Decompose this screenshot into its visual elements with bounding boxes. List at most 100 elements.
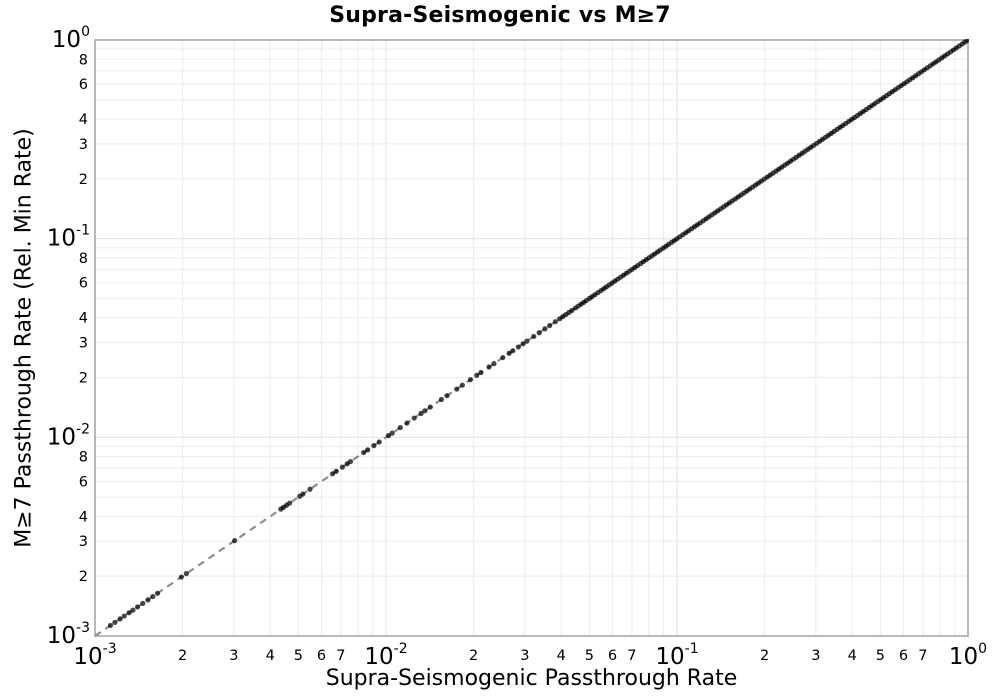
y-tick-label: 6 xyxy=(79,276,88,292)
x-tick-label: 7 xyxy=(918,648,927,664)
scatter-point xyxy=(339,464,345,470)
scatter-point xyxy=(422,408,428,414)
scatter-point xyxy=(444,393,450,399)
scatter-point xyxy=(474,372,480,378)
y-tick-label: 2 xyxy=(79,172,88,188)
x-major-tick-label: 10-1 xyxy=(655,641,698,670)
y-tick-label: 3 xyxy=(79,336,88,352)
x-tick-label: 2 xyxy=(178,648,187,664)
y-tick-label: 3 xyxy=(79,534,88,550)
y-major-tick-label: 10-1 xyxy=(47,223,90,252)
x-major-tick-label: 10-3 xyxy=(73,641,116,670)
y-tick-label: 8 xyxy=(79,251,88,267)
x-tick-label: 6 xyxy=(608,648,617,664)
scatter-point xyxy=(300,491,306,497)
y-tick-label: 8 xyxy=(79,450,88,466)
plot-border xyxy=(94,39,969,637)
y-major-tick-label: 100 xyxy=(52,24,90,53)
scatter-point xyxy=(333,468,339,474)
scatter-point xyxy=(454,386,460,392)
x-tick-label: 2 xyxy=(760,648,769,664)
scatter-point xyxy=(365,447,371,453)
scatter-point xyxy=(491,361,497,367)
x-tick-label: 3 xyxy=(520,648,529,664)
scatter-point xyxy=(515,344,521,350)
scatter-point xyxy=(112,619,118,626)
scatter-point xyxy=(178,574,184,580)
x-tick-label: 3 xyxy=(811,648,820,664)
scatter-point xyxy=(524,338,530,344)
y-tick-label: 4 xyxy=(79,112,88,128)
scatter-point xyxy=(467,377,473,383)
scatter-point xyxy=(286,500,293,506)
scatter-point xyxy=(145,597,151,603)
scatter-point xyxy=(397,424,403,431)
scatter-point xyxy=(183,571,189,577)
scatter-point xyxy=(150,593,156,600)
x-tick-label: 6 xyxy=(899,648,908,664)
scatter-point xyxy=(411,415,417,421)
x-tick-label: 5 xyxy=(876,648,885,664)
x-tick-label: 7 xyxy=(627,648,636,664)
x-tick-label: 3 xyxy=(229,648,238,664)
x-tick-label: 4 xyxy=(848,648,857,664)
y-major-tick-label: 10-2 xyxy=(47,421,90,450)
x-tick-label: 5 xyxy=(294,648,303,664)
scatter-point xyxy=(126,610,132,616)
y-tick-label: 3 xyxy=(79,137,88,153)
scatter-point xyxy=(569,307,575,314)
scatter-point xyxy=(134,604,141,610)
scatter-point xyxy=(552,319,558,325)
y-tick-label: 2 xyxy=(79,371,88,387)
scatter-point xyxy=(531,333,537,340)
scatter-point xyxy=(427,404,433,410)
scatter-point xyxy=(418,410,424,416)
scatter-point xyxy=(542,326,548,332)
scatter-point xyxy=(500,354,506,361)
x-tick-label: 2 xyxy=(469,648,478,664)
scatter-point xyxy=(154,590,161,596)
scatter-point xyxy=(547,323,553,329)
y-tick-label: 6 xyxy=(79,474,88,490)
scatter-point xyxy=(376,439,382,445)
y-tick-label: 2 xyxy=(79,569,88,585)
x-tick-label: 5 xyxy=(585,648,594,664)
scatter-point xyxy=(232,538,238,544)
scatter-point xyxy=(389,430,395,436)
x-major-tick-label: 10-2 xyxy=(364,641,407,670)
scatter-point xyxy=(510,348,516,354)
x-tick-label: 4 xyxy=(557,648,566,664)
scatter-point xyxy=(130,607,136,613)
scatter-point xyxy=(536,330,542,336)
scatter-series xyxy=(107,39,969,629)
chart-title: Supra-Seismogenic vs M≥7 xyxy=(329,3,671,28)
x-tick-label: 4 xyxy=(266,648,275,664)
scatter-point xyxy=(140,600,146,606)
y-tick-label: 4 xyxy=(79,311,88,327)
scatter-point xyxy=(459,382,465,388)
scatter-point xyxy=(107,622,114,629)
scatter-point xyxy=(121,613,127,619)
scatter-point xyxy=(520,341,526,347)
scatter-point xyxy=(371,443,377,449)
y-major-tick-label: 10-3 xyxy=(47,620,90,649)
scatter-point xyxy=(404,420,410,426)
x-axis-title: Supra-Seismogenic Passthrough Rate xyxy=(325,666,738,691)
scatter-point xyxy=(347,458,354,465)
x-major-tick-label: 100 xyxy=(949,641,987,670)
scatter-point xyxy=(361,449,367,456)
x-tick-label: 7 xyxy=(336,648,345,664)
scatter-point xyxy=(438,396,444,403)
y-tick-label: 8 xyxy=(79,52,88,68)
scatter-point xyxy=(117,616,123,622)
scatter-point xyxy=(965,39,969,43)
y-tick-label: 4 xyxy=(79,509,88,525)
scatter-point xyxy=(307,486,313,492)
scatter-point xyxy=(478,369,484,376)
scatter-point xyxy=(506,350,512,356)
y-tick-label: 6 xyxy=(79,77,88,93)
scatter-point xyxy=(486,364,492,370)
scatter-point xyxy=(385,433,392,439)
